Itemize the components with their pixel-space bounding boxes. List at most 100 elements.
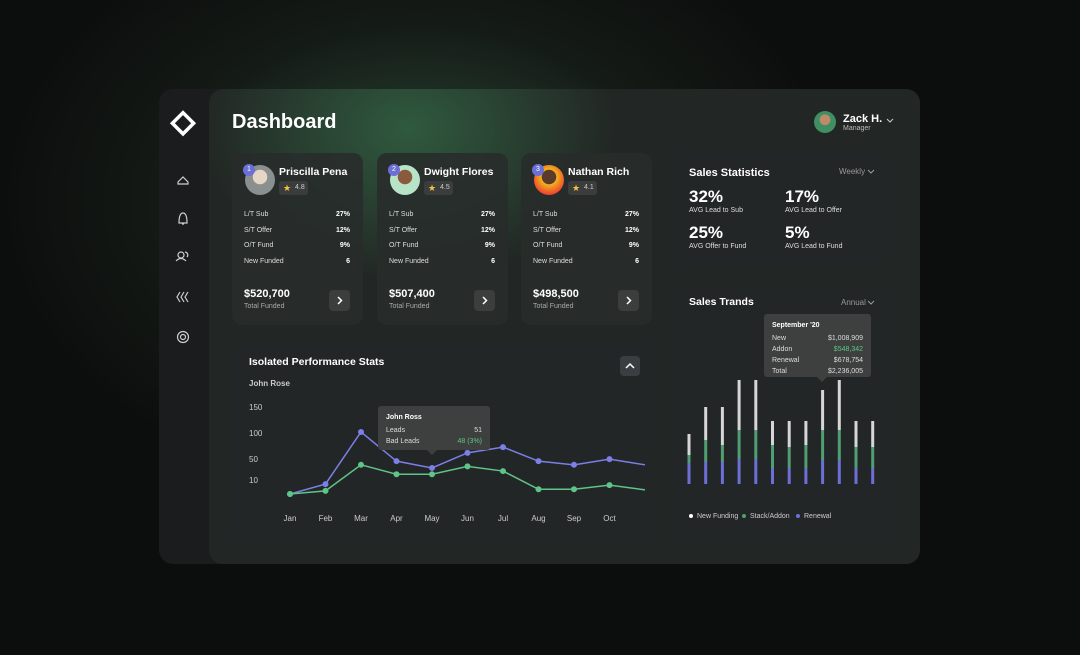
bar-segment	[871, 468, 875, 484]
data-point	[393, 471, 400, 478]
stat-value: 6	[346, 258, 350, 266]
stat-label: O/T Fund	[244, 242, 274, 250]
agent-name: Priscilla Pena	[279, 166, 348, 178]
data-point	[322, 481, 329, 488]
bar-segment	[720, 407, 724, 445]
bar-segment	[771, 468, 774, 484]
total-funded-value: $507,400	[389, 288, 435, 300]
rank-badge: 1	[243, 164, 255, 176]
bar-segment	[787, 468, 791, 484]
bar-segment	[737, 459, 741, 484]
details-button[interactable]	[329, 290, 350, 311]
stat-label: AVG Offer to Fund	[689, 243, 747, 250]
tooltip-label: Addon	[772, 346, 792, 353]
tooltip-label: Total	[772, 368, 787, 375]
bar-segment	[854, 447, 858, 468]
bar-segment	[687, 463, 691, 484]
settings-icon[interactable]	[176, 330, 190, 344]
stat-value: 17%	[785, 187, 820, 206]
y-tick-label: 150	[249, 403, 263, 412]
agent-card: 3 Nathan Rich ★ 4.1 L/T Sub 27% S/T Offer 12% O/…	[521, 153, 652, 325]
stat-label: S/T Offer	[244, 226, 273, 234]
data-point	[571, 461, 577, 468]
stat-label: New Funded	[533, 258, 573, 266]
user-avatar[interactable]	[814, 111, 836, 133]
chart-icon[interactable]	[176, 291, 189, 303]
legend-marker	[796, 514, 800, 518]
total-funded-label: Total Funded	[389, 303, 430, 310]
bar-segment	[854, 421, 858, 447]
user-name[interactable]: Zack H.	[843, 113, 883, 125]
total-funded-value: $520,700	[244, 288, 290, 300]
bar-segment	[720, 462, 724, 484]
tooltip-value: $2,236,005	[828, 368, 863, 375]
stat-label: O/T Fund	[533, 242, 563, 250]
bar-segment	[754, 430, 758, 459]
data-point	[322, 487, 329, 494]
details-button[interactable]	[618, 290, 639, 311]
bar-segment	[771, 445, 774, 468]
user-menu-chevron[interactable]	[886, 118, 894, 124]
data-point	[606, 482, 613, 489]
tooltip-label: Renewal	[772, 357, 800, 364]
users-icon[interactable]	[177, 251, 185, 259]
tooltip-value: $1,008,909	[828, 335, 863, 342]
stat-value: 27%	[335, 211, 350, 218]
stat-label: L/T Sub	[244, 211, 269, 218]
tooltip-label: Leads	[386, 427, 406, 434]
bar-segment	[771, 421, 774, 445]
bar-segment	[687, 455, 691, 463]
stat-label: AVG Lead to Offer	[785, 207, 842, 214]
stat-label: New Funded	[244, 258, 284, 266]
tooltip-arrow	[817, 377, 827, 382]
stat-value: 12%	[480, 226, 495, 234]
home-icon[interactable]	[177, 176, 189, 185]
sidebar	[169, 110, 197, 344]
stat-value: 12%	[624, 226, 639, 234]
period-select[interactable]: Weekly	[839, 167, 866, 176]
bar-segment	[804, 421, 808, 445]
stat-label: AVG Lead to Fund	[785, 243, 843, 250]
bar-segment	[737, 430, 741, 459]
x-tick-label: Jul	[498, 514, 508, 523]
data-point	[571, 486, 577, 493]
stat-value: 9%	[484, 242, 495, 250]
collapse-button[interactable]	[620, 356, 640, 376]
stat-value: 27%	[480, 211, 495, 218]
chart-subtitle: John Rose	[249, 379, 290, 388]
agent-card: 1 Priscilla Pena ★ 4.8 L/T Sub 27% S/T Offer 12…	[232, 153, 363, 325]
tooltip-value: $548,342	[834, 346, 863, 353]
chevron[interactable]	[867, 169, 875, 175]
bell-icon[interactable]	[178, 212, 188, 225]
agent-card: 2 Dwight Flores ★ 4.5 L/T Sub 27% S/T Offer 12%…	[377, 153, 508, 325]
stat-value: 5%	[785, 223, 810, 242]
bar-segment	[804, 468, 808, 484]
data-point	[287, 490, 293, 497]
stat-label: S/T Offer	[389, 226, 418, 234]
bar-segment	[704, 407, 708, 440]
rating-badge	[279, 181, 308, 195]
x-tick-label: Jun	[461, 514, 474, 523]
x-tick-label: May	[424, 514, 439, 523]
tooltip	[764, 314, 871, 377]
y-tick-label: 100	[249, 429, 263, 438]
data-point	[500, 444, 506, 451]
stat-label: O/T Fund	[389, 242, 419, 250]
line-chart: Isolated Performance Stats John Rose 10 50 1…	[249, 356, 646, 523]
agent-name: Dwight Flores	[424, 166, 494, 178]
x-tick-label: Apr	[390, 514, 403, 523]
stat-label: S/T Offer	[533, 226, 562, 234]
legend-label: Renewal	[804, 513, 832, 520]
star-icon: ★	[428, 183, 437, 193]
details-button[interactable]	[474, 290, 495, 311]
bar-segment	[737, 380, 741, 430]
chevron	[867, 300, 875, 305]
bar-segment	[787, 447, 791, 468]
total-funded-label: Total Funded	[533, 303, 574, 310]
card-title: Sales Statistics	[689, 167, 770, 179]
stat-label: AVG Lead to Sub	[689, 207, 743, 214]
data-point	[358, 428, 364, 435]
data-point	[393, 458, 400, 465]
bar-segment	[854, 468, 858, 484]
rating: 4.1	[584, 184, 594, 191]
